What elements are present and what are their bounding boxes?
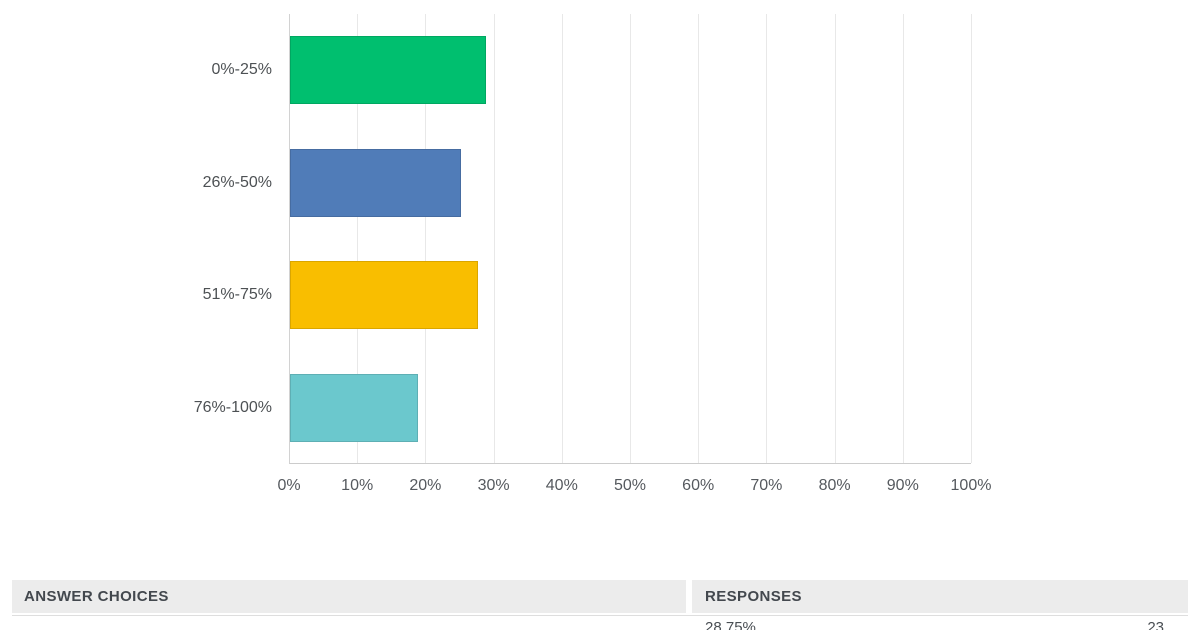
row-response-count: 23	[1147, 619, 1164, 630]
x-tick-label: 60%	[682, 477, 715, 494]
category-label: 26%-50%	[202, 173, 272, 191]
bar-26%-50%	[290, 148, 461, 217]
gridline	[630, 14, 631, 463]
gridline	[766, 14, 768, 463]
gridline	[834, 14, 836, 463]
category-label: 51%-75%	[202, 286, 272, 304]
plot-area	[289, 14, 972, 464]
gridline	[698, 14, 700, 463]
category-label: 76%-100%	[193, 398, 272, 416]
category-label: 0%-25%	[211, 61, 272, 79]
x-tick-label: 40%	[545, 477, 578, 494]
x-tick-label: 0%	[277, 477, 301, 494]
bar-0%-25%	[290, 36, 487, 105]
bar-76%-100%	[290, 373, 418, 442]
table-row: 28.75% 23	[12, 615, 1188, 630]
gridline	[425, 14, 427, 463]
gridline	[902, 14, 904, 463]
x-tick-label: 20%	[409, 477, 442, 494]
row-response-percent: 28.75%	[705, 619, 756, 630]
x-tick-label: 30%	[477, 477, 510, 494]
gridline	[561, 14, 563, 463]
x-tick-label: 90%	[886, 477, 919, 494]
bar-51%-75%	[290, 261, 478, 330]
answer-choices-header: ANSWER CHOICES	[12, 580, 686, 613]
gridline	[971, 14, 972, 463]
x-tick-label: 50%	[613, 477, 647, 494]
gridline	[357, 14, 359, 463]
x-tick-label: 70%	[750, 477, 783, 494]
x-tick-label: 80%	[818, 477, 851, 494]
gridline	[493, 14, 495, 463]
x-tick-label: 100%	[950, 477, 992, 494]
x-tick-label: 10%	[341, 477, 374, 494]
responses-header: RESPONSES	[692, 580, 1188, 613]
